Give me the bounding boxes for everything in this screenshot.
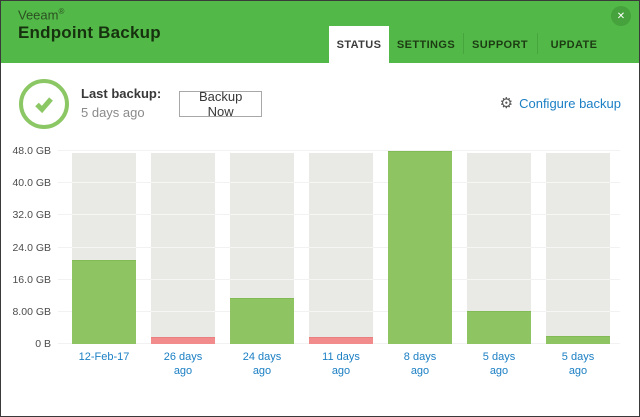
registered-mark: ® [58, 7, 65, 16]
y-axis-tick-label: 16.0 GB [12, 273, 51, 286]
restore-point-label[interactable]: 5 days ago [561, 351, 595, 378]
brand-name: Veeam® [18, 7, 65, 23]
gridline-overlay [58, 310, 620, 312]
y-axis-tick-label: 48.0 GB [12, 145, 51, 157]
y-axis-tick-label: 40.0 GB [12, 177, 51, 190]
backup-size-bar [467, 311, 531, 344]
tab-status[interactable]: STATUS [329, 26, 389, 63]
close-icon: ✕ [616, 10, 626, 22]
backup-history-chart: 48.0 GB 40.0 GB 32.0 GB 24.0 GB 16.0 GB 8.00 … [1, 144, 639, 379]
capacity-bar [546, 153, 610, 344]
tab-support[interactable]: SUPPORT [463, 26, 537, 63]
last-backup-label: Last backup: [81, 86, 162, 102]
plot-area: 48.0 GB 40.0 GB 32.0 GB 24.0 GB 16.0 GB 8.00 … [12, 145, 620, 350]
status-row: Last backup: 5 days ago Backup Now ⚙ Con… [1, 63, 639, 144]
gridline-overlay [58, 278, 620, 280]
backup-size-bar [309, 337, 373, 344]
backup-size-bar [72, 260, 136, 344]
restore-point-label[interactable]: 24 days ago [242, 351, 282, 378]
product-name: Endpoint Backup [18, 23, 161, 43]
backup-size-bar [388, 151, 452, 344]
close-window-button[interactable]: ✕ [611, 6, 631, 26]
bar-column [72, 151, 136, 344]
gear-icon: ⚙ [499, 95, 514, 112]
bars [58, 151, 620, 344]
restore-point-label[interactable]: 5 days ago [482, 351, 516, 378]
gridline-overlay [58, 214, 620, 216]
backup-size-bar [230, 298, 294, 344]
restore-point-label[interactable]: 12-Feb-17 [78, 351, 130, 363]
y-axis-tick-label: 8.00 GB [12, 305, 51, 318]
backup-now-button[interactable]: Backup Now [179, 89, 263, 119]
y-axis-tick-label: 24.0 GB [12, 241, 51, 254]
gridline-overlay [58, 182, 620, 184]
bar-column [230, 151, 294, 344]
configure-backup-link[interactable]: ⚙ Configure backup [500, 96, 621, 111]
app-brand: Veeam® Endpoint Backup [18, 7, 161, 43]
configure-backup-label: Configure backup [519, 96, 621, 111]
capacity-bar [309, 153, 373, 344]
bar-column [151, 151, 215, 344]
app-header: Veeam® Endpoint Backup STATUS SETTINGS S… [1, 1, 639, 63]
checkmark-icon [35, 96, 53, 113]
last-backup-info: Last backup: 5 days ago [81, 86, 161, 120]
last-backup-value: 5 days ago [81, 105, 145, 120]
x-labels: 12-Feb-17 26 days ago 24 days ago 11 days a… [58, 350, 620, 379]
bar-column [388, 151, 452, 344]
tab-settings[interactable]: SETTINGS [396, 38, 456, 51]
restore-point-label[interactable]: 26 days ago [163, 351, 203, 378]
gridline-overlay [58, 150, 620, 151]
bar-column [309, 151, 373, 344]
capacity-bar [151, 153, 215, 344]
backup-size-bar [151, 337, 215, 344]
y-axis-tick-label: 32.0 GB [12, 209, 51, 222]
bar-column [546, 151, 610, 344]
bar-column [467, 151, 531, 344]
gridline-overlay [58, 246, 620, 248]
restore-point-label[interactable]: 8 days ago [403, 351, 437, 378]
tab-bar: STATUS SETTINGS SUPPORT UPDATE [329, 26, 611, 63]
tab-update[interactable]: UPDATE [537, 26, 611, 63]
y-axis-tick-label: 0 B [35, 338, 51, 350]
restore-point-label[interactable]: 11 days ago [322, 351, 360, 378]
backup-success-badge [19, 78, 69, 129]
backup-size-bar [546, 336, 610, 344]
